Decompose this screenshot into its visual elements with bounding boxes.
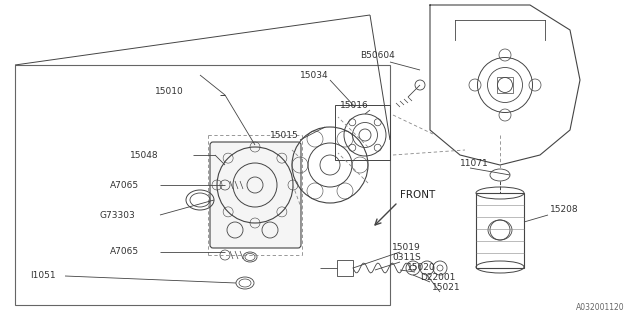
Text: 15021: 15021 [432, 284, 461, 292]
Text: 15020: 15020 [407, 263, 436, 273]
Text: 15048: 15048 [130, 150, 159, 159]
Bar [476, 193, 524, 268]
Text: A032001120: A032001120 [577, 303, 625, 312]
Text: 15016: 15016 [340, 100, 369, 109]
Text: FRONT: FRONT [400, 190, 435, 200]
Bar [335, 105, 390, 160]
Bar [497, 77, 513, 93]
Text: D22001: D22001 [420, 274, 456, 283]
Text: A7065: A7065 [110, 180, 139, 189]
Text: 15010: 15010 [155, 87, 184, 97]
FancyBboxPatch shape [210, 142, 301, 248]
Text: 15015: 15015 [270, 131, 299, 140]
Bar [15, 65, 390, 305]
Text: 15019: 15019 [392, 243, 420, 252]
Text: G73303: G73303 [100, 211, 136, 220]
Text: 15034: 15034 [300, 70, 328, 79]
Text: 15208: 15208 [550, 205, 579, 214]
Text: A7065: A7065 [110, 247, 139, 257]
Bar [337, 260, 353, 276]
Text: B50604: B50604 [360, 51, 395, 60]
Text: 0311S: 0311S [392, 253, 420, 262]
Text: 11071: 11071 [460, 158, 489, 167]
Text: I1051: I1051 [30, 271, 56, 281]
